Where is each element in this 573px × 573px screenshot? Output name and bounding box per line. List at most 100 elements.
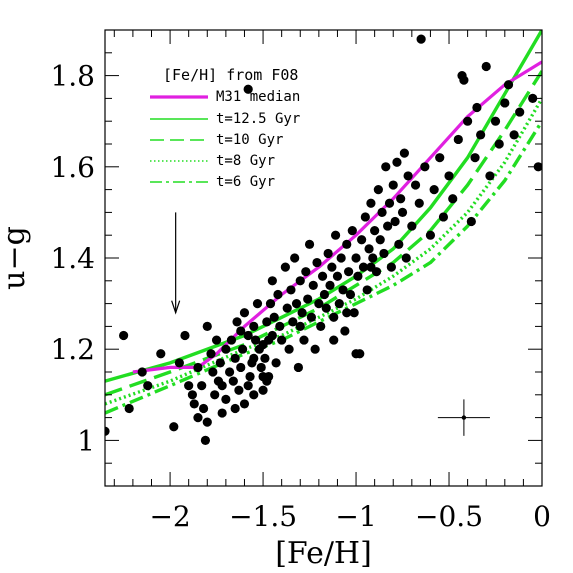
data-point [282,303,292,313]
data-point [334,299,344,309]
data-point [357,235,367,245]
data-point [368,253,378,263]
data-point [381,162,391,172]
data-point [264,335,274,345]
data-point [295,276,305,286]
data-point [174,358,184,368]
data-point [366,262,376,272]
data-point [321,303,331,313]
data-point [198,403,209,414]
x-tick-label: −1.5 [229,500,297,533]
data-point [472,102,482,113]
data-point [243,381,253,391]
data-point [485,171,495,181]
data-point [221,344,231,354]
data-point [351,253,361,263]
data-point [280,262,290,272]
data-point [295,321,305,331]
series-line-t-6-gyr [105,120,542,415]
data-point [366,198,376,208]
data-point [349,308,359,318]
data-point [444,171,454,181]
data-point [325,280,335,290]
data-point [344,267,354,277]
data-point [180,330,190,341]
data-point [401,253,411,263]
data-point [243,84,253,94]
data-point [528,93,538,103]
data-point [515,107,525,117]
data-point [397,207,408,217]
data-point [470,153,480,163]
data-point [124,403,134,414]
y-tick-label: 1.2 [50,333,95,366]
series-line-t-8-gyr [105,97,542,406]
data-point [256,362,266,373]
data-point [403,171,413,181]
data-point [210,390,220,400]
data-point [388,180,398,190]
data-point [360,212,370,222]
data-point [275,321,285,331]
data-point [329,312,339,322]
data-point [187,390,197,400]
data-point [137,367,147,377]
data-point [260,353,270,363]
data-point [193,362,203,373]
data-point [314,299,324,309]
y-tick-label: 1 [77,424,95,457]
data-point [189,399,199,409]
data-point [286,285,296,295]
data-point [362,285,372,295]
data-point [448,194,458,204]
data-point [327,262,337,272]
data-point [503,80,514,90]
data-point [463,116,473,126]
data-point [239,308,250,318]
data-point [290,253,300,263]
data-point [384,198,395,208]
data-point [358,262,369,272]
x-tick-label: −1 [335,500,376,533]
data-point [297,308,307,318]
data-point [383,221,393,231]
data-point [410,180,421,190]
data-point [342,239,352,249]
data-point [500,98,510,108]
data-point [390,216,400,227]
data-point [353,271,363,281]
x-tick-label: 0 [533,500,551,533]
data-point [265,299,276,309]
data-point [143,381,153,391]
data-point [271,358,281,368]
data-point [258,371,268,382]
data-point [370,226,380,236]
data-point [217,381,227,391]
legend-entry: t=12.5 Gyr [216,111,300,127]
data-point [232,317,242,327]
data-point [252,299,263,309]
data-point [338,285,348,295]
data-point [425,230,436,240]
y-tick-label: 1.4 [50,242,95,275]
data-point [438,212,449,222]
data-point [435,153,445,163]
data-point [197,381,207,391]
data-point [238,344,248,354]
data-point [215,358,225,368]
data-point [249,353,259,363]
data-point [234,385,244,395]
data-point [243,330,253,341]
data-point [308,280,318,290]
data-point [236,326,246,336]
data-point [317,271,328,281]
data-point [169,422,179,432]
data-point [306,312,317,322]
data-point [249,390,259,400]
data-point [342,308,352,318]
data-point [269,312,279,322]
data-point [200,435,211,445]
data-point [291,299,302,309]
data-point [392,157,402,167]
